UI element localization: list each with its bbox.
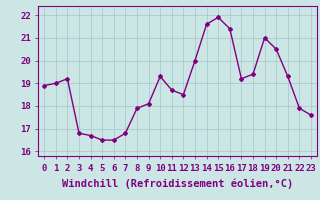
X-axis label: Windchill (Refroidissement éolien,°C): Windchill (Refroidissement éolien,°C) <box>62 178 293 189</box>
